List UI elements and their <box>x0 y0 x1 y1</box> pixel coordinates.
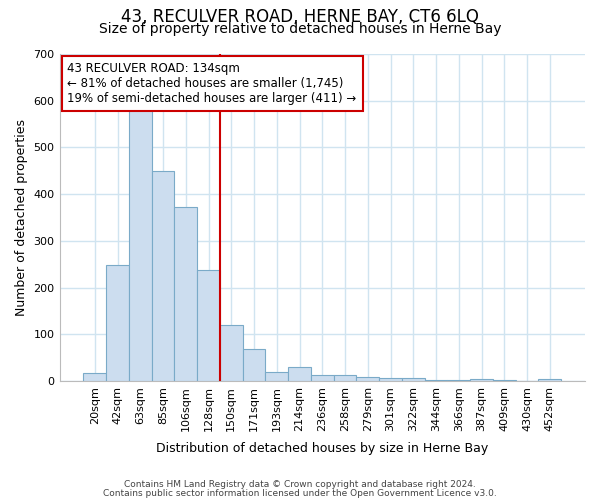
Bar <box>242 349 265 381</box>
Bar <box>288 367 311 381</box>
Bar <box>152 171 175 381</box>
Bar <box>448 380 470 381</box>
Text: Size of property relative to detached houses in Herne Bay: Size of property relative to detached ho… <box>99 22 501 36</box>
Bar <box>356 377 379 381</box>
Bar <box>379 378 402 381</box>
Bar <box>402 378 425 381</box>
Bar <box>106 265 129 381</box>
Y-axis label: Number of detached properties: Number of detached properties <box>15 119 28 316</box>
Bar <box>470 378 493 381</box>
Bar <box>220 325 242 381</box>
Bar <box>334 376 356 381</box>
Text: Contains HM Land Registry data © Crown copyright and database right 2024.: Contains HM Land Registry data © Crown c… <box>124 480 476 489</box>
Text: 43, RECULVER ROAD, HERNE BAY, CT6 6LQ: 43, RECULVER ROAD, HERNE BAY, CT6 6LQ <box>121 8 479 26</box>
Bar <box>129 108 152 381</box>
Bar <box>538 379 561 381</box>
Bar <box>197 270 220 381</box>
Bar <box>83 373 106 381</box>
Bar <box>425 380 448 381</box>
X-axis label: Distribution of detached houses by size in Herne Bay: Distribution of detached houses by size … <box>156 442 488 455</box>
Bar <box>265 372 288 381</box>
Text: 43 RECULVER ROAD: 134sqm
← 81% of detached houses are smaller (1,745)
19% of sem: 43 RECULVER ROAD: 134sqm ← 81% of detach… <box>67 62 356 105</box>
Bar <box>175 206 197 381</box>
Text: Contains public sector information licensed under the Open Government Licence v3: Contains public sector information licen… <box>103 488 497 498</box>
Bar <box>311 375 334 381</box>
